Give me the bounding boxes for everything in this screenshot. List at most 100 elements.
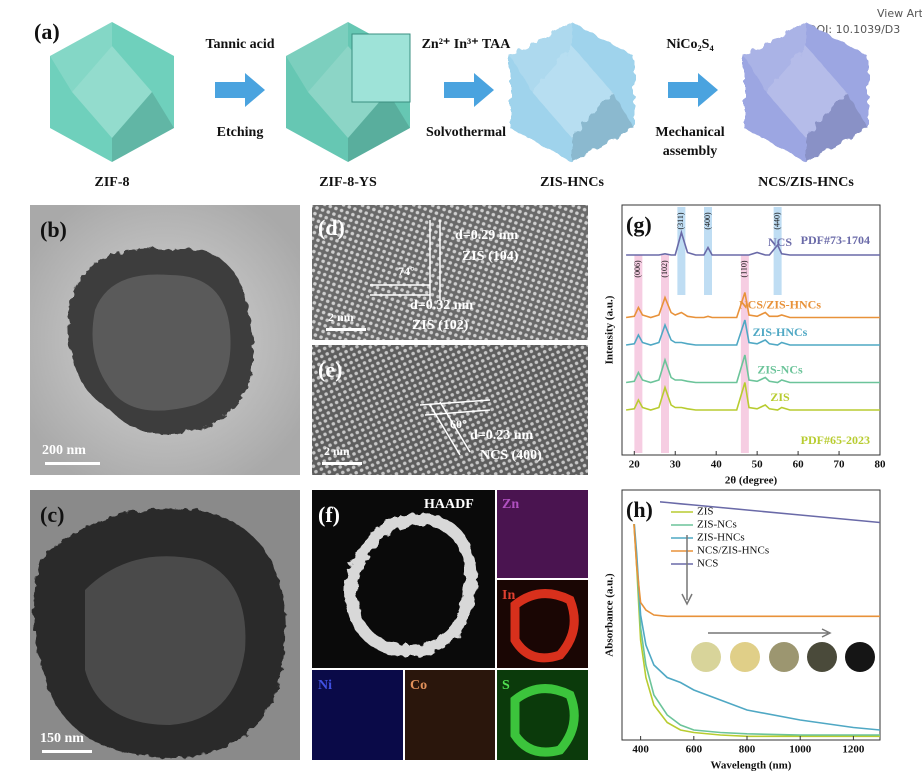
peak-band (677, 207, 686, 295)
note: d=0.29 nm (455, 228, 519, 243)
zis-shape (510, 22, 634, 162)
reference: PDF#73-1704 (801, 233, 870, 247)
series-line (625, 319, 880, 346)
doi: DOI: 10.1039/D3 (808, 23, 900, 36)
scale-bar: 2 nm (328, 310, 354, 324)
x-tick-label: 80 (875, 459, 887, 471)
note: 74° (398, 264, 415, 278)
x-tick-label: 60 (793, 459, 805, 471)
legend-label: ZIS-NCs (697, 519, 737, 531)
peak-label: (110) (740, 260, 749, 277)
scale-bar: 150 nm (40, 731, 84, 746)
step: Etching (217, 125, 264, 140)
arrow (215, 73, 265, 107)
step: NiCo₂S₄ (666, 37, 714, 52)
x-axis-label: 2θ (degree) (725, 475, 778, 487)
x-tick-label: 30 (670, 459, 682, 471)
series-label: ZIS-HNCs (753, 325, 808, 339)
series-line (625, 382, 880, 411)
scheme: (a) ZIF-8 ZIF-8-YS ZIS-HNCs NCS/ZIS-HNCs… (34, 19, 868, 190)
panel-c: (c) 150 nm (30, 490, 300, 760)
step: Solvothermal (426, 125, 506, 140)
peak-label: (440) (772, 212, 781, 230)
step: Zn²⁺ In³⁺ TAA (422, 37, 512, 52)
x-tick-label: 400 (632, 744, 649, 756)
panel-label: (c) (40, 502, 64, 527)
series-label: ZIS-NCs (757, 362, 803, 376)
panel-label: (g) (626, 212, 652, 237)
x-tick-label: 600 (686, 744, 703, 756)
panel-label: (d) (318, 215, 345, 240)
stage: ZIS-HNCs (540, 175, 604, 190)
step: Mechanical (655, 125, 724, 140)
series-line (626, 229, 880, 256)
series-label: ZIS (770, 390, 790, 404)
map-label: Zn (502, 497, 519, 512)
peak-label: (006) (633, 260, 642, 278)
panel-label: (e) (318, 357, 342, 382)
map-label: S (502, 678, 510, 693)
peak-label: (400) (703, 212, 712, 230)
link[interactable]: View Art (877, 7, 922, 20)
zif8-shape (50, 22, 174, 162)
note: ZIS (104) (462, 249, 519, 264)
y-axis-label: Intensity (a.u.) (604, 295, 616, 364)
yolk-cut (351, 33, 411, 103)
series-label: NCS/ZIS-HNCs (739, 297, 821, 311)
x-tick-label: 1000 (789, 744, 812, 756)
panel-label: (h) (626, 497, 653, 522)
panel-b: (b) 200 nm (30, 205, 300, 475)
charts: (006) (102) (110) (311) (400) (440) 20 30 40 50 60… (604, 204, 887, 772)
x-tick-label: 1200 (842, 744, 865, 756)
stage: ZIF-8-YS (319, 175, 377, 190)
peak-band (740, 255, 749, 453)
legend-label: ZIS (697, 506, 714, 518)
peak-label: (311) (676, 212, 685, 229)
ncs-zis-shape (744, 22, 868, 162)
step: assembly (663, 144, 717, 159)
plot-area (621, 489, 881, 741)
header: View Art DOI: 10.1039/D3 (808, 7, 922, 36)
map-label: In (502, 588, 515, 603)
scale-bar: 2 nm (324, 444, 350, 458)
h-decoration (681, 535, 875, 672)
panel-label: (b) (40, 217, 67, 242)
note: d=0.23 nm (470, 428, 534, 443)
legend-label: NCS (697, 558, 718, 570)
panel-e: (e) 60° d=0.23 nm NCS (400) 2 nm (312, 345, 588, 475)
stage: NCS/ZIS-HNCs (758, 175, 854, 190)
note: d=0.32 nm (410, 298, 474, 313)
peak-band (704, 207, 712, 295)
x-tick-label: 800 (739, 744, 756, 756)
map-label: Ni (318, 678, 332, 693)
series-line (625, 354, 880, 384)
legend-label: NCS/ZIS-HNCs (697, 545, 769, 557)
x-tick-label: 40 (711, 459, 723, 471)
note: NCS (400) (480, 448, 542, 463)
panel-d: (d) d=0.29 nm ZIS (104) 74° d=0.32 nm ZI… (312, 205, 588, 340)
panel-f: (f) HAADF Zn In Ni Co S (312, 490, 588, 760)
panel-label-box (624, 211, 660, 239)
panel-label-box (624, 496, 660, 524)
legend-label: ZIS-HNCs (697, 532, 745, 544)
note: 60° (450, 417, 467, 431)
arrow (444, 73, 494, 107)
reference: PDF#65-2023 (801, 433, 870, 447)
stage: ZIF-8 (95, 175, 130, 190)
peak-label: (102) (660, 260, 669, 278)
series-line (626, 501, 880, 618)
peak-band (634, 255, 643, 453)
map-label: HAADF (424, 497, 474, 512)
note: ZIS (102) (412, 318, 469, 333)
panel-label: (a) (34, 19, 60, 44)
peak-band (661, 255, 669, 453)
series-label: NCS (768, 235, 792, 249)
arrow (668, 73, 718, 107)
y-axis-label: Absorbance (a.u.) (604, 573, 616, 657)
x-tick-label: 50 (752, 459, 764, 471)
x-tick-label: 20 (629, 459, 641, 471)
x-axis-label: Wavelength (nm) (711, 760, 792, 772)
peak-band (773, 207, 782, 295)
panel-label: (f) (318, 502, 340, 527)
